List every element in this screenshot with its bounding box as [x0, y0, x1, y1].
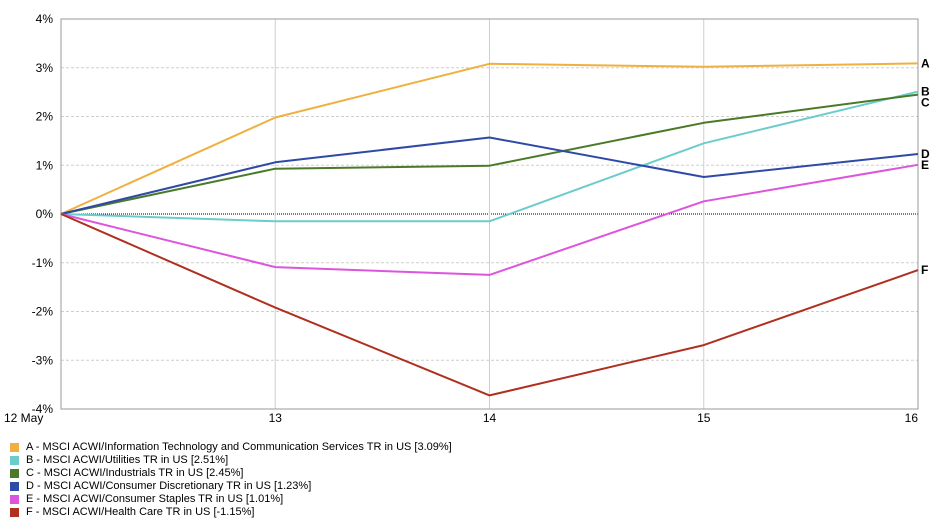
series-line-d — [60, 136, 919, 215]
legend-swatch — [10, 443, 19, 452]
series-line-a — [60, 62, 919, 215]
legend-swatch — [10, 456, 19, 465]
legend-item: F - MSCI ACWI/Health Care TR in US [-1.1… — [10, 506, 452, 519]
legend-label: A - MSCI ACWI/Information Technology and… — [26, 441, 452, 453]
y-tick-label: -3% — [32, 353, 54, 367]
legend-item: E - MSCI ACWI/Consumer Staples TR in US … — [10, 493, 452, 506]
series-end-label-e: E — [921, 158, 929, 172]
legend-swatch — [10, 495, 19, 504]
series-line-f — [60, 213, 919, 397]
y-tick-label: 3% — [36, 61, 54, 75]
y-tick-label: 0% — [36, 207, 54, 221]
y-tick-label: -4% — [32, 402, 54, 416]
series-end-label-b: B — [921, 85, 930, 99]
series-line-e — [60, 163, 919, 276]
legend-label: C - MSCI ACWI/Industrials TR in US [2.45… — [26, 467, 244, 479]
legend-item: A - MSCI ACWI/Information Technology and… — [10, 441, 452, 454]
grid-lines — [61, 18, 918, 409]
legend-swatch — [10, 482, 19, 491]
line-chart: 4% 3% 2% 1% 0% -1% -2% -3% -4% 12 May 13 14 15 16 A B… — [4, 12, 930, 425]
series-end-label-d: D — [921, 147, 930, 161]
legend-label: F - MSCI ACWI/Health Care TR in US [-1.1… — [26, 506, 255, 518]
y-tick-label: -1% — [32, 256, 54, 270]
x-tick-label: 13 — [269, 411, 283, 425]
x-tick-label: 15 — [697, 411, 711, 425]
legend-item: D - MSCI ACWI/Consumer Discretionary TR … — [10, 480, 452, 493]
x-tick-label: 12 May — [4, 411, 43, 425]
y-tick-label: -2% — [32, 305, 54, 319]
series-lines — [60, 62, 919, 397]
legend-swatch — [10, 508, 19, 517]
series-line-b — [60, 90, 919, 223]
x-tick-labels: 12 May 13 14 15 16 — [4, 411, 918, 425]
x-tick-label: 14 — [483, 411, 497, 425]
legend-swatch — [10, 469, 19, 478]
y-tick-label: 4% — [36, 12, 54, 26]
series-end-label-f: F — [921, 263, 928, 277]
legend-item: C - MSCI ACWI/Industrials TR in US [2.45… — [10, 467, 452, 480]
series-end-label-c: C — [921, 96, 930, 110]
x-tick-label: 16 — [905, 411, 919, 425]
series-line-c — [60, 93, 919, 215]
y-tick-label: 1% — [36, 158, 54, 172]
legend-label: E - MSCI ACWI/Consumer Staples TR in US … — [26, 493, 284, 505]
series-end-label-a: A — [921, 56, 930, 70]
series-end-labels: A BC DE F — [921, 56, 930, 277]
legend: A - MSCI ACWI/Information Technology and… — [10, 441, 452, 519]
legend-label: D - MSCI ACWI/Consumer Discretionary TR … — [26, 480, 312, 492]
y-tick-labels: 4% 3% 2% 1% 0% -1% -2% -3% -4% — [32, 12, 54, 416]
legend-item: B - MSCI ACWI/Utilities TR in US [2.51%] — [10, 454, 452, 467]
legend-label: B - MSCI ACWI/Utilities TR in US [2.51%] — [26, 454, 229, 466]
y-tick-label: 2% — [36, 110, 54, 124]
